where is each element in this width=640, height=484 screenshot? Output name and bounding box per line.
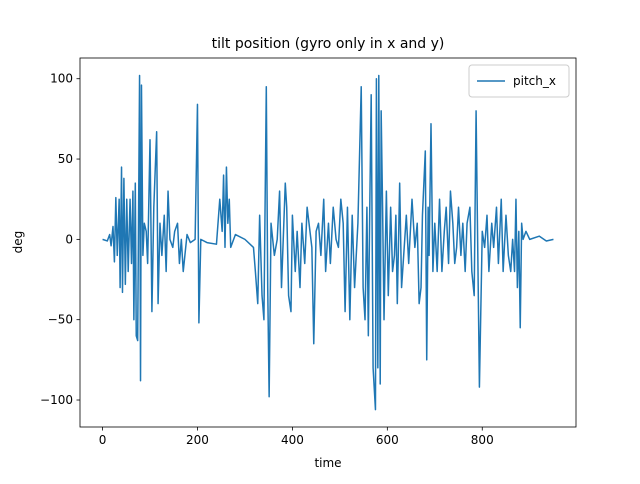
x-tick-label: 200: [186, 433, 209, 447]
series-line: [102, 74, 554, 411]
y-tick-label: 50: [58, 152, 73, 166]
x-tick-label: 0: [99, 433, 107, 447]
x-tick-label: 400: [281, 433, 304, 447]
legend-label: pitch_x: [513, 74, 556, 88]
x-tick-label: 600: [376, 433, 399, 447]
y-tick-label: 0: [65, 232, 73, 246]
chart-title: tilt position (gyro only in x and y): [212, 36, 445, 52]
y-axis-label: deg: [11, 231, 25, 254]
legend-box: [468, 64, 570, 98]
y-tick-label: −50: [48, 313, 73, 327]
x-tick-label: 800: [471, 433, 494, 447]
x-axis-label: time: [314, 456, 341, 470]
axes-frame: [79, 57, 577, 428]
y-tick-label: −100: [40, 393, 73, 407]
y-tick-label: 100: [50, 72, 73, 86]
